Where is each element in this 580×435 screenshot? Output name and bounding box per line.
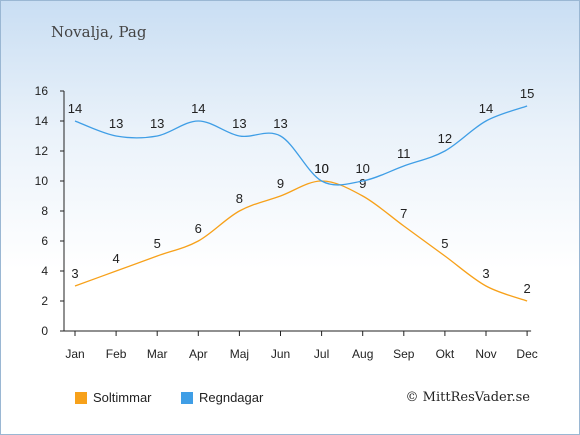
data-label-soltimmar: 9 xyxy=(359,176,366,191)
data-label-soltimmar: 8 xyxy=(236,191,243,206)
data-label-soltimmar: 3 xyxy=(482,266,489,281)
data-label-soltimmar: 7 xyxy=(400,206,407,221)
x-tick-label: Mar xyxy=(147,347,168,361)
x-tick-label: Apr xyxy=(189,347,208,361)
data-label-regndagar: 11 xyxy=(397,146,411,161)
legend-label-regndagar: Regndagar xyxy=(199,390,264,405)
data-label-regndagar: 14 xyxy=(68,101,82,116)
x-tick-label: Dec xyxy=(516,347,537,361)
y-tick-label: 14 xyxy=(35,114,49,128)
legend-swatch-regndagar xyxy=(181,391,193,404)
series-line-regndagar xyxy=(74,105,528,186)
x-tick-label: Aug xyxy=(352,347,373,361)
data-label-soltimmar: 10 xyxy=(314,161,328,176)
y-tick-label: 8 xyxy=(41,204,48,218)
legend-item-regndagar: Regndagar xyxy=(181,390,263,405)
data-label-soltimmar: 2 xyxy=(523,281,530,296)
data-label-regndagar: 10 xyxy=(314,161,328,176)
x-tick-label: Nov xyxy=(475,347,496,361)
x-tick-label: Maj xyxy=(230,347,249,361)
x-tick-label: Jan xyxy=(65,347,84,361)
copyright: © MittResVader.se xyxy=(405,390,530,405)
data-label-regndagar: 10 xyxy=(355,161,369,176)
x-tick-label: Jul xyxy=(314,347,329,361)
legend-swatch-soltimmar xyxy=(75,391,87,404)
data-label-regndagar: 13 xyxy=(150,116,164,131)
data-label-soltimmar: 5 xyxy=(441,236,448,251)
data-label-regndagar: 13 xyxy=(273,116,287,131)
data-label-regndagar: 14 xyxy=(191,101,205,116)
legend-item-soltimmar: Soltimmar xyxy=(75,390,152,405)
data-label-regndagar: 13 xyxy=(109,116,123,131)
data-label-regndagar: 15 xyxy=(520,86,534,101)
data-label-soltimmar: 4 xyxy=(112,251,119,266)
y-tick-label: 12 xyxy=(35,144,49,158)
data-label-soltimmar: 3 xyxy=(71,266,78,281)
data-label-soltimmar: 6 xyxy=(195,221,202,236)
y-tick-label: 4 xyxy=(41,264,48,278)
y-tick-label: 2 xyxy=(41,294,48,308)
data-label-regndagar: 12 xyxy=(438,131,452,146)
x-tick-label: Jun xyxy=(271,347,290,361)
data-label-soltimmar: 5 xyxy=(154,236,161,251)
x-tick-label: Okt xyxy=(436,347,455,361)
chart-title: Novalja, Pag xyxy=(51,23,147,41)
data-label-regndagar: 14 xyxy=(479,101,493,116)
y-tick-label: 6 xyxy=(41,234,48,248)
y-tick-label: 0 xyxy=(41,324,48,338)
legend-label-soltimmar: Soltimmar xyxy=(93,390,152,405)
y-tick-label: 10 xyxy=(35,174,49,188)
y-tick-label: 16 xyxy=(35,84,49,98)
x-tick-label: Sep xyxy=(393,347,415,361)
series-line-soltimmar xyxy=(74,180,528,302)
data-label-regndagar: 13 xyxy=(232,116,246,131)
data-label-soltimmar: 9 xyxy=(277,176,284,191)
x-tick-label: Feb xyxy=(106,347,127,361)
